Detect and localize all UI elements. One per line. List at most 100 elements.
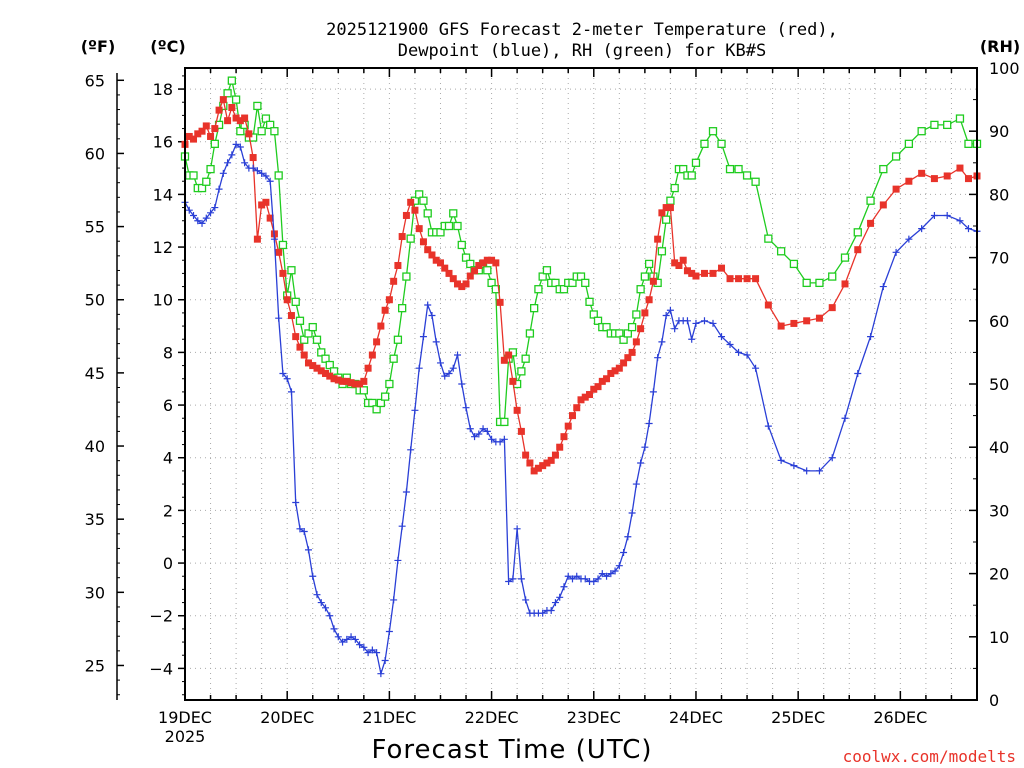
- dewpoint-point: [407, 446, 415, 454]
- rh-point: [581, 278, 590, 288]
- temperature-point: [577, 396, 585, 404]
- temperature-point: [411, 206, 419, 214]
- rh-tick-label: 100: [989, 59, 1020, 78]
- dewpoint-point: [620, 549, 628, 557]
- rh-point: [372, 405, 381, 414]
- rh-point: [891, 152, 901, 161]
- temperature-point: [815, 314, 823, 322]
- temperature-point: [309, 362, 317, 370]
- dewpoint-point: [654, 354, 662, 362]
- temperature-point: [726, 275, 734, 283]
- temperature-point: [564, 422, 572, 430]
- celsius-tick-label: −2: [149, 607, 173, 626]
- rh-point: [270, 127, 279, 136]
- dewpoint-point: [603, 572, 611, 580]
- dewpoint-point: [236, 143, 244, 151]
- temperature-point: [598, 377, 606, 385]
- temperature-point: [241, 114, 249, 122]
- dewpoint-point: [517, 575, 525, 583]
- dewpoint-point: [752, 364, 760, 372]
- dewpoint-point: [854, 369, 862, 377]
- temperature-point: [441, 264, 449, 272]
- rh-point: [231, 95, 241, 104]
- rh-point: [389, 354, 398, 363]
- temperature-point: [313, 364, 321, 372]
- temperature-point: [424, 246, 432, 254]
- dewpoint-point: [279, 369, 287, 377]
- temperature-point: [671, 259, 679, 267]
- temperature-point: [475, 262, 483, 269]
- celsius-tick-label: 14: [153, 185, 173, 204]
- fahrenheit-unit-label: (ºF): [81, 37, 116, 56]
- temperature-point: [419, 238, 427, 246]
- rh-point: [585, 297, 594, 306]
- dewpoint-point: [445, 369, 453, 377]
- fahrenheit-tick-label: 35: [85, 510, 105, 529]
- fahrenheit-tick-label: 30: [85, 583, 105, 602]
- temperature-point: [296, 343, 304, 351]
- chart-title-line1: 2025121900 GFS Forecast 2-meter Temperat…: [326, 20, 838, 40]
- temperature-point: [287, 312, 295, 320]
- rh-tick-label: 70: [989, 249, 1009, 268]
- temperature-point: [534, 464, 542, 472]
- temperature-point: [262, 198, 270, 206]
- dewpoint-point: [330, 625, 338, 633]
- celsius-tick-label: 16: [153, 133, 173, 152]
- temperature-point: [539, 462, 547, 470]
- temperature-point: [394, 262, 402, 269]
- temperature-point: [462, 280, 470, 288]
- rh-point: [530, 304, 539, 313]
- dewpoint-point: [735, 348, 743, 356]
- fahrenheit-tick-label: 45: [85, 364, 105, 383]
- temperature-point: [398, 233, 406, 241]
- rh-point: [917, 127, 926, 136]
- temperature-point: [790, 319, 798, 327]
- dewpoint-point: [215, 185, 223, 193]
- rh-point: [295, 316, 305, 325]
- dewpoint-point: [641, 443, 649, 451]
- dewpoint-point: [956, 217, 964, 225]
- rh-point: [317, 348, 326, 357]
- dewpoint-point: [253, 167, 261, 175]
- rh-point: [466, 259, 475, 269]
- rh-point: [521, 354, 530, 363]
- temperature-point: [202, 122, 210, 130]
- temperature-point: [879, 201, 887, 209]
- fahrenheit-tick-label: 65: [85, 71, 105, 90]
- celsius-tick-label: 4: [163, 449, 173, 468]
- temperature-point: [560, 433, 568, 441]
- dewpoint-point: [322, 604, 330, 612]
- rh-point: [615, 329, 624, 338]
- fahrenheit-tick-label: 25: [85, 656, 105, 675]
- fahrenheit-tick-label: 55: [85, 218, 105, 237]
- x-tick-label: 25DEC: [771, 708, 825, 727]
- rh-point: [368, 398, 377, 408]
- rh-point: [687, 171, 696, 180]
- rh-point: [700, 139, 709, 148]
- dewpoint-point: [411, 406, 419, 414]
- temperature-point: [752, 275, 760, 283]
- dewpoint-point: [224, 159, 232, 167]
- rh-point: [789, 259, 799, 269]
- dewpoint-point: [649, 388, 657, 396]
- rh-point: [321, 354, 330, 363]
- dewpoint-point: [594, 575, 602, 583]
- dewpoint-point: [296, 525, 304, 533]
- temperature-point: [258, 201, 266, 209]
- rh-tick-label: 0: [989, 691, 999, 710]
- temperature-point: [854, 246, 862, 254]
- temperature-point: [892, 185, 900, 193]
- rh-point: [662, 215, 671, 224]
- celsius-tick-label: 0: [163, 554, 173, 573]
- temperature-point: [334, 376, 342, 384]
- temperature-point: [279, 269, 287, 277]
- temperature-point: [194, 130, 202, 138]
- temperature-point: [590, 385, 598, 393]
- dewpoint-point: [326, 612, 334, 620]
- temperature-point: [611, 367, 619, 375]
- temperature-point: [317, 367, 325, 375]
- dewpoint-point: [275, 314, 283, 322]
- temperature-point: [385, 296, 393, 304]
- dewpoint-point: [258, 169, 266, 177]
- rh-point: [266, 120, 275, 130]
